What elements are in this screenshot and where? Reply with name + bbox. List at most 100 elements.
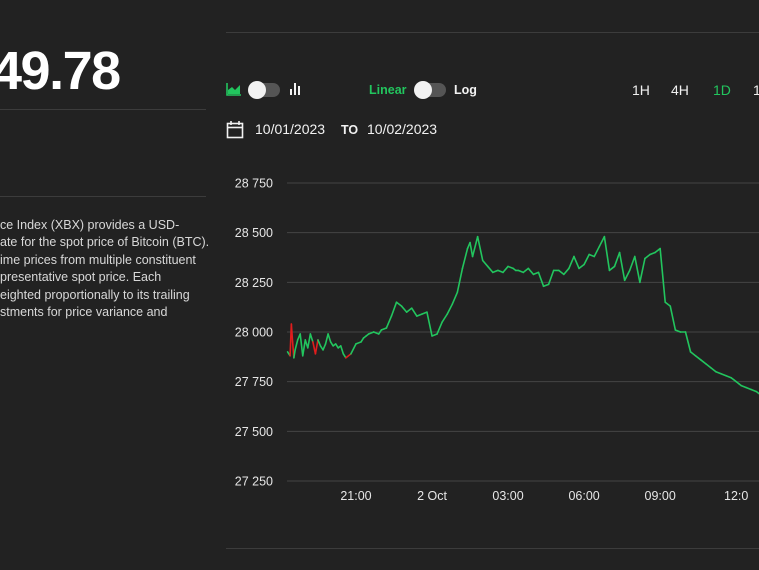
price-segment-up	[649, 251, 656, 256]
price-segment-up	[327, 333, 332, 343]
x-tick-label: 03:00	[492, 489, 523, 503]
price-segment-up	[476, 235, 484, 262]
y-axis-ticks: 27 250 27 500 27 750 28 000 28 250 28 500 28 7…	[235, 177, 273, 489]
price-segment-up	[710, 366, 717, 373]
price-segment-up	[563, 267, 570, 276]
scale-linear-label[interactable]: Linear	[369, 83, 407, 97]
y-tick-label: 27 500	[235, 425, 273, 439]
price-segment-up	[322, 343, 327, 351]
price-segment-up	[441, 313, 449, 323]
price-segment-up	[654, 247, 661, 254]
price-segment-up	[608, 265, 616, 272]
price-segment-up	[339, 345, 345, 355]
timeframe-4h[interactable]: 4H	[671, 82, 689, 98]
x-tick-label: 2 Oct	[417, 489, 447, 503]
toggle-knob	[248, 81, 266, 99]
x-tick-label: 21:00	[340, 489, 371, 503]
price-segment-up	[588, 253, 596, 258]
y-tick-label: 28 500	[235, 226, 273, 240]
price-value: 49.78	[0, 41, 121, 101]
toggle-knob	[414, 81, 432, 99]
x-axis-ticks: 21:00 2 Oct 03:00 06:00 09:00 12:0	[340, 489, 748, 503]
price-segment-up	[517, 269, 525, 274]
y-tick-label: 27 750	[235, 375, 273, 389]
date-to[interactable]: 10/02/2023	[367, 121, 438, 137]
price-segment-up	[725, 374, 732, 379]
price-segment-up	[715, 370, 722, 375]
info-divider	[0, 196, 206, 197]
price-segment-up	[492, 269, 499, 274]
price-segment-up	[699, 359, 707, 365]
price-segment-up	[367, 331, 375, 335]
price-segment-up	[542, 283, 550, 288]
price-segment-up	[400, 305, 408, 313]
price-segment-up	[633, 255, 641, 284]
date-from[interactable]: 10/01/2023	[255, 121, 326, 137]
price-segment-up	[502, 265, 509, 274]
price-segment-down	[290, 323, 294, 343]
price-segment-up	[750, 388, 758, 393]
scale-log-label[interactable]: Log	[454, 83, 477, 97]
top-divider	[226, 32, 759, 33]
timeframe-next[interactable]: 1	[753, 82, 759, 98]
scale-toggle[interactable]	[414, 81, 446, 99]
price-segment-up	[628, 255, 636, 272]
price-series	[286, 235, 759, 395]
price-segment-up	[293, 349, 296, 359]
price-segment-up	[350, 343, 357, 355]
price-segment-up	[456, 267, 464, 294]
bottom-divider	[226, 548, 759, 549]
price-segment-up	[527, 267, 535, 276]
price-segment-up	[618, 251, 626, 282]
price-segment-up	[745, 386, 753, 391]
price-segment-up	[481, 259, 489, 268]
y-tick-label: 28 750	[235, 177, 273, 191]
price-segment-up	[623, 269, 631, 282]
y-tick-label: 27 250	[235, 475, 273, 489]
price-divider	[0, 109, 206, 110]
price-segment-up	[644, 253, 651, 260]
price-segment-up	[469, 241, 474, 258]
bar-chart-icon[interactable]	[289, 82, 302, 96]
price-segment-up	[436, 321, 443, 335]
price-segment-down	[345, 353, 352, 359]
price-segment-up	[385, 315, 393, 329]
price-segment-up	[405, 307, 413, 313]
price-segment-up	[390, 301, 398, 317]
description-line: eighted proportionally to its trailing	[0, 287, 190, 302]
calendar-icon[interactable]	[226, 120, 244, 139]
price-segment-up	[497, 269, 504, 274]
price-segment-up	[720, 372, 727, 377]
price-segment-up	[486, 265, 494, 274]
price-segment-up	[603, 235, 611, 272]
x-tick-label: 09:00	[645, 489, 676, 503]
price-segment-up	[416, 313, 423, 317]
timeframe-1h[interactable]: 1H	[632, 82, 650, 98]
price-segment-up	[507, 265, 514, 270]
y-tick-label: 28 250	[235, 276, 273, 290]
price-segment-up	[446, 303, 454, 315]
price-segment-up	[461, 247, 469, 270]
price-segment-up	[573, 255, 580, 270]
price-segment-up	[583, 253, 590, 266]
price-segment-up	[578, 263, 585, 270]
price-segment-up	[593, 245, 601, 258]
price-segment-up	[598, 235, 606, 248]
price-segment-up	[684, 331, 692, 353]
price-segment-up	[294, 339, 299, 351]
description-line: ate for the spot price of Bitcoin (BTC).	[0, 235, 210, 250]
price-segment-up	[299, 333, 304, 357]
chart-type-toggle[interactable]	[248, 81, 280, 99]
area-chart-icon[interactable]	[226, 82, 242, 96]
chart-grid	[287, 182, 759, 482]
price-segment-up	[355, 341, 362, 345]
date-to-label: TO	[341, 123, 359, 137]
price-segment-down	[314, 339, 319, 355]
price-segment-up	[324, 333, 329, 345]
price-segment-up	[537, 271, 545, 288]
price-segment-up	[689, 351, 697, 357]
description-line: presentative spot price. Each	[0, 270, 162, 285]
price-segment-up	[421, 311, 428, 315]
timeframe-1d[interactable]: 1D	[713, 82, 731, 98]
price-segment-up	[307, 333, 312, 349]
